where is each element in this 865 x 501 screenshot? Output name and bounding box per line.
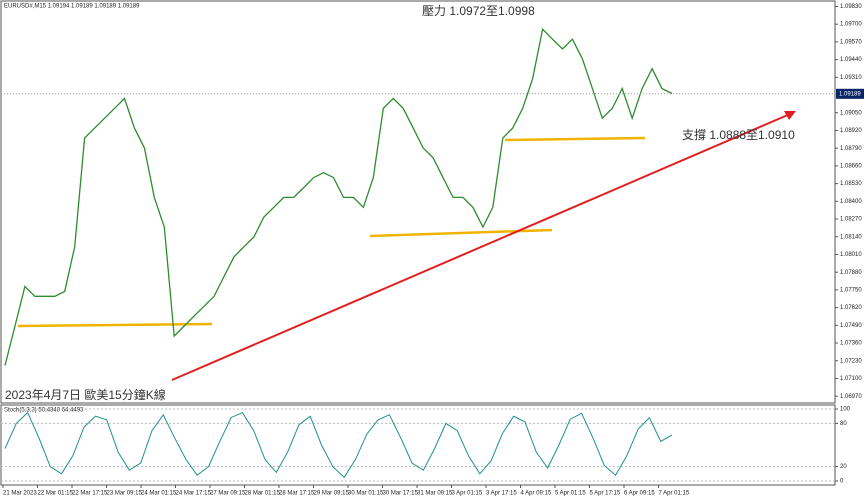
y-tick-label: 1.07360 [840,341,862,347]
y-tick-label: 80 [840,421,847,427]
x-tick-label: 21 Mar 2023 [3,491,37,497]
x-tick-label: 24 Mar 17:15 [176,491,212,497]
y-tick-label: 1.07620 [840,305,862,311]
x-tick-label: 5 Apr 17:15 [590,491,621,497]
stoch-title: Stoch(5,3,3) 50.4348 64.4493 [4,408,84,414]
y-tick-label: 1.08270 [840,217,862,223]
support-line [504,136,646,142]
x-tick-label: 29 Mar 09:15 [314,491,350,497]
y-tick-label: 1.09570 [840,39,862,45]
y-tick-label: 1.07750 [840,287,862,293]
main-panel [0,0,836,404]
stoch-panel [0,404,836,486]
y-tick-label: 1.07230 [840,358,862,364]
y-tick-label: 1.08530 [840,181,862,187]
y-tick-label: 1.08660 [840,163,862,169]
x-tick-label: 3 Apr 17:15 [486,491,517,497]
y-tick-label: 1.07100 [840,376,862,382]
y-tick-label: 1.06970 [840,394,862,400]
x-tick-label: 27 Mar 09:15 [210,491,246,497]
current-price-label: 1.09189 [839,91,861,97]
y-tick-label: 0 [840,479,844,485]
y-tick-label: 1.07880 [840,270,862,276]
x-tick-label: 6 Apr 09:15 [624,491,655,497]
y-tick-label: 1.07490 [840,323,862,329]
y-tick-label: 1.09700 [840,22,862,28]
y-tick-label: 1.08920 [840,128,862,134]
y-tick-label: 1.09050 [840,110,862,116]
x-tick-label: 5 Apr 01:15 [555,491,586,497]
y-tick-label: 1.09830 [840,4,862,10]
x-tick-label: 7 Apr 01:15 [659,491,690,497]
x-tick-label: 30 Mar 17:15 [383,491,419,497]
resistance-annotation: 壓力 1.0972至1.0998 [422,4,535,18]
y-tick-label: 1.08790 [840,146,862,152]
y-tick-label: 1.09310 [840,75,862,81]
x-tick-label: 3 Apr 01:15 [452,491,483,497]
chart-caption: 2023年4月7日 歐美15分鐘K線 [5,387,166,402]
trend-arrow [784,111,796,120]
stoch-line [4,411,673,479]
x-tick-label: 4 Apr 09:15 [521,491,552,497]
support-line [17,322,213,328]
x-tick-label: 23 Mar 09:15 [107,491,143,497]
y-tick-label: 1.08010 [840,252,862,258]
y-tick-label: 20 [840,464,847,470]
y-tick-label: 1.08400 [840,199,862,205]
trend-line [171,113,791,381]
y-tick-label: 100 [840,407,851,413]
x-tick-label: 22 Mar 17:15 [72,491,108,497]
x-tick-label: 28 Mar 01:15 [245,491,281,497]
support-annotation: 支撐 1.0888至1.0910 [682,128,795,142]
x-tick-label: 28 Mar 17:15 [279,491,315,497]
current-price-box [836,88,864,99]
y-tick-label: 1.09440 [840,57,862,63]
x-tick-label: 24 Mar 01:15 [141,491,177,497]
x-tick-label: 31 Mar 09:15 [417,491,453,497]
y-tick-label: 1.08140 [840,234,862,240]
support-line [369,228,553,238]
x-tick-label: 30 Mar 01:15 [348,491,384,497]
price-line [4,27,673,366]
symbol-header: EURUSD#,M15 1.09194 1.09189 1.09189 1.09… [4,4,140,10]
x-tick-label: 22 Mar 01:15 [38,491,74,497]
